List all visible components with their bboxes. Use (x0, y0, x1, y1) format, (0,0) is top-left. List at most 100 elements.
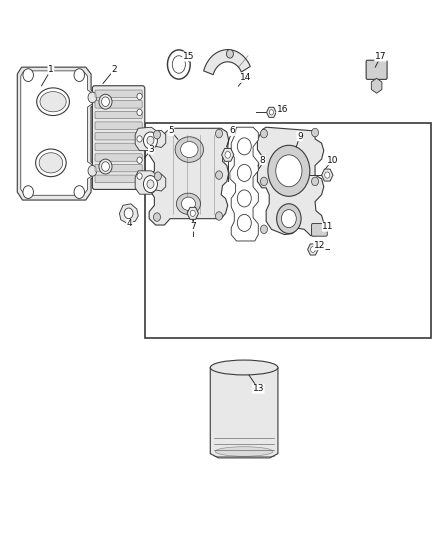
FancyBboxPatch shape (95, 143, 142, 151)
Circle shape (23, 69, 33, 82)
Circle shape (88, 165, 97, 176)
FancyBboxPatch shape (95, 101, 142, 108)
Circle shape (144, 175, 157, 192)
Ellipse shape (35, 149, 66, 176)
Ellipse shape (175, 137, 204, 163)
Circle shape (311, 226, 318, 235)
Circle shape (268, 146, 310, 196)
Ellipse shape (99, 159, 112, 174)
Text: 17: 17 (375, 52, 386, 61)
Text: 2: 2 (111, 66, 117, 74)
Circle shape (137, 136, 142, 142)
Circle shape (261, 225, 268, 233)
Ellipse shape (215, 447, 273, 456)
Polygon shape (307, 244, 318, 255)
Circle shape (311, 128, 318, 137)
Circle shape (88, 92, 97, 103)
FancyBboxPatch shape (95, 165, 142, 172)
Circle shape (311, 247, 315, 252)
Ellipse shape (210, 360, 278, 375)
Circle shape (215, 212, 223, 220)
Circle shape (102, 97, 110, 107)
Circle shape (190, 210, 195, 216)
Circle shape (153, 131, 160, 139)
Text: 12: 12 (314, 241, 325, 250)
Polygon shape (204, 50, 250, 75)
Circle shape (215, 130, 223, 138)
Text: 16: 16 (276, 105, 288, 114)
Text: 7: 7 (190, 222, 196, 231)
Circle shape (237, 165, 251, 181)
Bar (145, 123, 431, 338)
Text: 4: 4 (127, 220, 132, 229)
Ellipse shape (177, 193, 201, 214)
Circle shape (237, 190, 251, 207)
Polygon shape (230, 127, 258, 241)
Polygon shape (149, 128, 229, 225)
Circle shape (277, 204, 301, 233)
Circle shape (74, 185, 85, 198)
FancyBboxPatch shape (92, 86, 145, 189)
Text: 3: 3 (148, 145, 154, 154)
Text: 9: 9 (297, 132, 303, 141)
Ellipse shape (37, 88, 70, 116)
FancyBboxPatch shape (95, 111, 142, 119)
Text: 11: 11 (322, 222, 334, 231)
Text: 6: 6 (229, 126, 235, 135)
Polygon shape (371, 78, 382, 93)
Circle shape (137, 157, 142, 164)
Circle shape (325, 172, 330, 178)
Circle shape (147, 136, 154, 145)
Circle shape (261, 177, 268, 185)
Polygon shape (17, 67, 97, 200)
Circle shape (282, 209, 296, 228)
Text: 14: 14 (240, 73, 251, 82)
Text: 13: 13 (253, 384, 264, 393)
FancyBboxPatch shape (311, 223, 327, 236)
Circle shape (226, 50, 233, 58)
Polygon shape (187, 207, 198, 219)
Polygon shape (222, 148, 234, 161)
Text: 5: 5 (168, 126, 174, 135)
Circle shape (225, 151, 230, 158)
FancyBboxPatch shape (95, 133, 142, 140)
Polygon shape (258, 127, 324, 236)
Text: 15: 15 (183, 52, 194, 61)
Polygon shape (267, 107, 276, 117)
Ellipse shape (99, 94, 112, 109)
Text: 10: 10 (327, 156, 338, 165)
Circle shape (144, 132, 157, 149)
Ellipse shape (39, 153, 63, 173)
Circle shape (137, 93, 142, 100)
Circle shape (153, 213, 160, 221)
FancyBboxPatch shape (95, 154, 142, 161)
FancyBboxPatch shape (95, 90, 142, 98)
Circle shape (147, 180, 154, 188)
Polygon shape (210, 368, 278, 458)
Polygon shape (135, 171, 166, 194)
Circle shape (237, 214, 251, 231)
FancyBboxPatch shape (95, 175, 142, 182)
FancyBboxPatch shape (366, 60, 387, 79)
Circle shape (261, 130, 268, 138)
Circle shape (137, 173, 142, 179)
Circle shape (124, 208, 133, 219)
Circle shape (311, 177, 318, 185)
Polygon shape (120, 204, 138, 223)
Text: 8: 8 (260, 156, 265, 165)
Circle shape (154, 172, 161, 180)
FancyBboxPatch shape (95, 122, 142, 130)
Circle shape (215, 171, 223, 179)
Circle shape (102, 162, 110, 171)
Polygon shape (135, 127, 166, 151)
Ellipse shape (181, 197, 195, 211)
Circle shape (269, 110, 274, 115)
Polygon shape (321, 169, 333, 181)
Circle shape (237, 138, 251, 155)
Circle shape (23, 185, 33, 198)
Text: 1: 1 (48, 66, 54, 74)
Polygon shape (21, 71, 93, 195)
Ellipse shape (180, 142, 198, 158)
Circle shape (276, 155, 302, 187)
Ellipse shape (40, 92, 66, 112)
